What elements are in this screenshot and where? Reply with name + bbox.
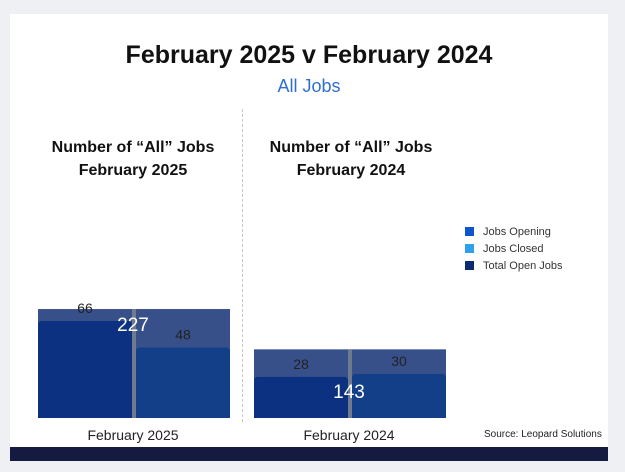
legend-swatch-jobs-opening <box>465 227 474 236</box>
data-label-jobs-closed-february-2024: 30 <box>391 353 407 369</box>
panel-divider <box>242 109 243 422</box>
bar-gap-february-2025 <box>132 309 136 418</box>
source-note: Source: Leopard Solutions <box>484 429 602 440</box>
panel-title-2024-line1: Number of “All” Jobs <box>269 139 433 156</box>
chart-plot: 66 48 227 February 2025 28 30 143 February 2024 <box>38 300 446 443</box>
legend-item-jobs-closed: Jobs Closed <box>465 240 563 257</box>
chart-card: February 2025 v February 2024 All Jobs N… <box>10 14 608 461</box>
legend-label-total-open-jobs: Total Open Jobs <box>483 259 563 272</box>
data-label-total-open-jobs-february-2024: 143 <box>333 382 365 403</box>
legend-item-jobs-opening: Jobs Opening <box>465 223 563 240</box>
panel-title-2024: Number of “All” Jobs February 2024 <box>248 136 454 182</box>
footer-band <box>10 447 608 461</box>
data-label-total-open-jobs-february-2025: 227 <box>117 315 149 336</box>
x-category-label-february-2025: February 2025 <box>87 427 178 443</box>
chart-subtitle: All Jobs <box>277 76 341 96</box>
chart-title: February 2025 v February 2024 <box>125 41 493 69</box>
data-label-jobs-opening-february-2024: 28 <box>293 356 309 372</box>
legend-swatch-jobs-closed <box>465 244 474 253</box>
chart-legend: Jobs Opening Jobs Closed Total Open Jobs <box>465 223 563 274</box>
panel-title-2025-line1: Number of “All” Jobs <box>51 139 215 156</box>
data-label-jobs-opening-february-2025: 66 <box>77 300 93 316</box>
legend-item-total-open-jobs: Total Open Jobs <box>465 257 563 274</box>
data-label-jobs-closed-february-2025: 48 <box>175 326 191 342</box>
panel-title-2025: Number of “All” Jobs February 2025 <box>30 136 236 182</box>
legend-label-jobs-opening: Jobs Opening <box>483 225 551 238</box>
legend-label-jobs-closed: Jobs Closed <box>483 242 544 255</box>
panel-title-2025-line2: February 2025 <box>78 162 188 179</box>
legend-swatch-total-open-jobs <box>465 261 474 270</box>
panel-title-2024-line2: February 2024 <box>296 162 406 179</box>
x-category-label-february-2024: February 2024 <box>303 427 394 443</box>
bar-gap-february-2024 <box>348 349 352 418</box>
